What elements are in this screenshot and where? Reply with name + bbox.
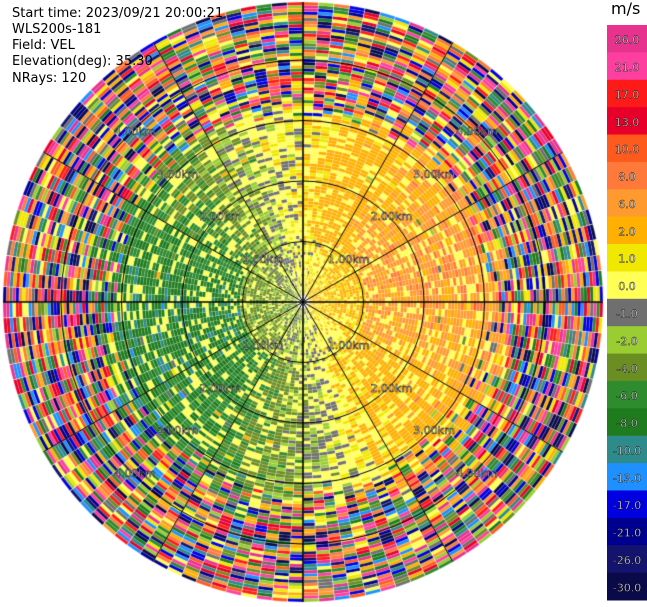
instrument-label: WLS200s-181: [12, 22, 102, 37]
colorbar-tick-label: 0.0: [618, 280, 636, 293]
colorbar-tick-label: 21.0: [615, 61, 640, 74]
colorbar-block: [607, 271, 647, 300]
colorbar-tick-label: -17.0: [613, 499, 641, 512]
colorbar-block: [607, 298, 647, 327]
colorbar-tick-label: -6.0: [616, 390, 637, 403]
colorbar-block: [607, 107, 647, 136]
colorbar-tick-label: -2.0: [616, 335, 637, 348]
colorbar-block: [607, 517, 647, 546]
colorbar-unit-label: m/s: [611, 0, 641, 18]
colorbar-block: [607, 572, 647, 601]
colorbar-block: [607, 408, 647, 437]
colorbar-tick-label: 17.0: [615, 88, 640, 101]
colorbar-tick-label: 6.0: [618, 198, 636, 211]
elevation-label: Elevation(deg): 35.30: [12, 54, 153, 69]
colorbar-tick-label: 2.0: [618, 225, 636, 238]
colorbar-block: [607, 216, 647, 245]
colorbar-tick-label: 26.0: [615, 34, 640, 47]
colorbar-blocks: [607, 25, 647, 601]
colorbar-tick-label: -13.0: [613, 472, 641, 485]
colorbar-block: [607, 79, 647, 108]
colorbar-block: [607, 134, 647, 163]
colorbar-tick-label: -30.0: [613, 581, 641, 594]
colorbar-block: [607, 161, 647, 190]
colorbar-tick-labels: 26.0 21.0 17.0 13.0 10.0 8.0 6.0 2.0 1.0 0.0 -1.0 -…: [613, 33, 642, 594]
colorbar-block: [607, 545, 647, 574]
colorbar-tick-label: -26.0: [613, 554, 641, 567]
colorbar-block: [607, 463, 647, 491]
colorbar-tick-label: -1.0: [616, 308, 637, 321]
colorbar-block: [607, 25, 647, 53]
colorbar-tick-label: 10.0: [615, 143, 640, 156]
colorbar-tick-label: 13.0: [615, 116, 640, 129]
colorbar-tick-label: 1.0: [618, 253, 636, 266]
colorbar-block: [607, 189, 647, 218]
nrays-label: NRays: 120: [12, 71, 87, 86]
colorbar-block: [607, 380, 647, 409]
colorbar-block: [607, 353, 647, 382]
colorbar-tick-label: -4.0: [616, 362, 637, 375]
colorbar-block: [607, 52, 647, 81]
colorbar-block: [607, 435, 647, 464]
colorbar-tick-label: 8.0: [618, 171, 636, 184]
colorbar-tick-label: -8.0: [616, 417, 637, 430]
colorbar-block: [607, 490, 647, 519]
colorbar-tick-label: -10.0: [613, 444, 641, 457]
colorbar-block: [607, 244, 647, 272]
field-label: Field: VEL: [12, 38, 75, 53]
colorbar-block: [607, 326, 647, 355]
colorbar-tick-label: -21.0: [613, 527, 641, 540]
start-time-label: Start time: 2023/09/21 20:00:21: [12, 6, 224, 21]
